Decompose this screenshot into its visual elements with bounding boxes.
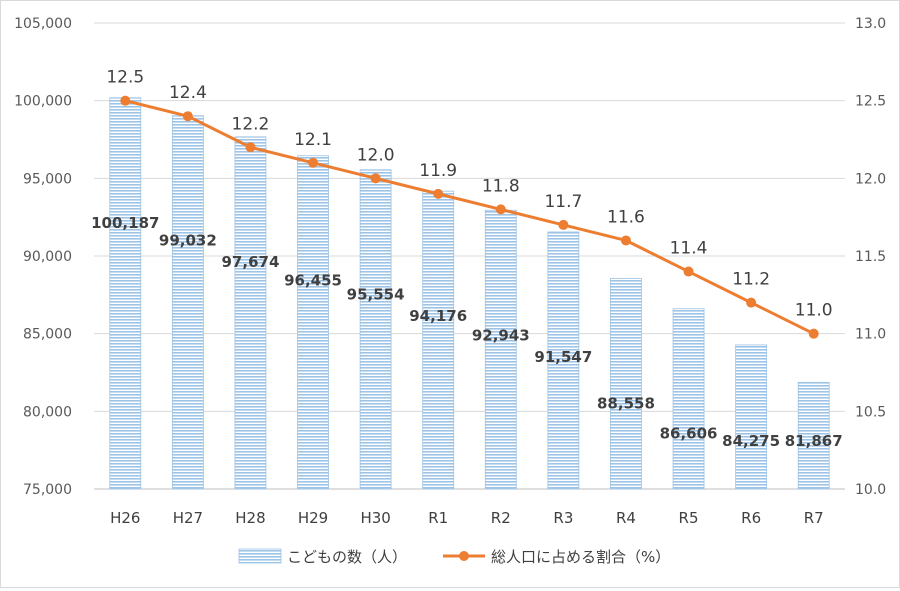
line-data-label: 12.4 — [169, 83, 207, 103]
line-point — [308, 157, 319, 168]
gridlines — [94, 22, 845, 490]
left-axis-tick-label: 105,000 — [14, 16, 72, 32]
bar-data-label: 94,176 — [409, 307, 467, 325]
line-data-label: 11.8 — [482, 176, 520, 196]
bar — [359, 169, 392, 490]
line-point — [558, 219, 569, 230]
right-axis-tick-label: 12.5 — [855, 94, 886, 110]
category-label: R3 — [553, 509, 573, 527]
bar-data-label: 99,032 — [159, 232, 217, 250]
line-point — [808, 328, 819, 339]
line-point — [370, 173, 381, 184]
left-axis-tick-label: 80,000 — [23, 404, 72, 420]
line-data-label: 11.7 — [544, 192, 582, 212]
category-label: H26 — [110, 509, 140, 527]
line-data-label: 12.2 — [232, 114, 270, 134]
line-point — [245, 142, 256, 153]
bar-data-label: 100,187 — [91, 214, 159, 232]
right-axis: 10.0 10.5 11.0 11.5 12.0 12.5 13.0 — [855, 16, 886, 498]
legend-bar-label: こどもの数（人） — [287, 548, 407, 566]
right-axis-tick-label: 13.0 — [855, 16, 886, 32]
series-line — [124, 99, 815, 336]
category-label: R6 — [741, 509, 761, 527]
left-axis: 75,000 80,000 85,000 90,000 95,000 100,000 105… — [14, 16, 72, 498]
line-point — [433, 188, 444, 199]
category-axis: H26 H27 H28 H29 H30 R1 R2 R3 R4 R5 R6 R7 — [110, 509, 824, 527]
line-point — [182, 111, 193, 122]
bar — [610, 277, 642, 490]
bar — [234, 136, 267, 490]
left-axis-tick-label: 90,000 — [23, 249, 72, 265]
line-point — [495, 204, 506, 215]
line-data-label: 11.4 — [670, 239, 708, 259]
right-axis-tick-label: 12.0 — [855, 171, 886, 187]
line-series — [120, 95, 819, 339]
left-axis-tick-label: 75,000 — [23, 482, 72, 498]
line-point — [683, 266, 694, 277]
bar — [672, 308, 705, 490]
category-label: R4 — [616, 509, 636, 527]
bar — [484, 209, 517, 490]
category-label: H30 — [360, 509, 390, 527]
left-axis-tick-label: 85,000 — [23, 327, 72, 343]
bar — [797, 381, 830, 490]
legend-line-marker — [459, 551, 469, 561]
line-data-label: 12.0 — [357, 145, 395, 165]
bar-series — [109, 97, 830, 490]
line-data-label: 11.2 — [732, 270, 770, 290]
category-label: R1 — [428, 509, 448, 527]
bar-data-label: 81,867 — [785, 432, 843, 450]
bar-data-label: 97,674 — [222, 253, 280, 271]
line-data-label: 12.1 — [294, 130, 332, 150]
bar-data-label: 96,455 — [284, 272, 342, 290]
line-data-label: 11.6 — [607, 207, 645, 227]
bar-data-label: 84,275 — [722, 432, 780, 450]
category-label: R7 — [804, 509, 824, 527]
bar — [297, 155, 329, 490]
right-axis-tick-label: 10.0 — [855, 482, 886, 498]
category-label: R5 — [679, 509, 699, 527]
left-axis-tick-label: 100,000 — [14, 94, 72, 110]
bar — [109, 97, 142, 490]
bar-data-label: 95,554 — [347, 286, 405, 304]
line-data-label: 11.0 — [795, 301, 833, 321]
bar-data-label: 88,558 — [597, 394, 655, 412]
legend: こどもの数（人） 総人口に占める割合（%） — [238, 548, 670, 566]
line-data-label: 12.5 — [106, 68, 144, 88]
right-axis-tick-label: 11.5 — [855, 249, 886, 265]
bar-data-label: 86,606 — [660, 425, 718, 443]
bar-data-label: 91,547 — [534, 348, 592, 366]
right-axis-tick-label: 10.5 — [855, 404, 886, 420]
line-point — [120, 95, 131, 106]
line-data-label: 11.9 — [419, 161, 457, 181]
line-point — [746, 297, 757, 308]
bar — [735, 344, 768, 490]
bar-data-label: 92,943 — [472, 326, 530, 344]
legend-bar-swatch — [238, 548, 282, 564]
bar — [547, 231, 580, 490]
bar — [422, 190, 455, 490]
category-label: H28 — [235, 509, 265, 527]
line-data-labels: 12.5 12.4 12.2 12.1 12.0 11.9 11.8 11.7 11.6 11.4… — [106, 68, 832, 321]
category-label: H29 — [298, 509, 328, 527]
right-axis-tick-label: 11.0 — [855, 327, 886, 343]
bar — [171, 115, 204, 490]
category-label: H27 — [173, 509, 203, 527]
left-axis-tick-label: 95,000 — [23, 171, 72, 187]
legend-line-label: 総人口に占める割合（%） — [491, 548, 670, 566]
line-point — [620, 235, 631, 246]
category-label: R2 — [491, 509, 511, 527]
